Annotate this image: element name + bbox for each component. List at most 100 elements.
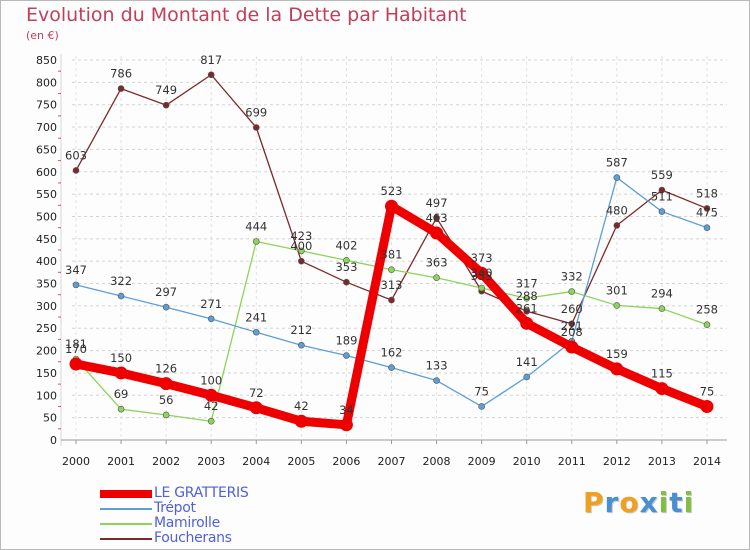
data-label-foucherans: 480 — [606, 203, 628, 217]
data-label-le-gratteris: 373 — [471, 251, 493, 265]
data-point-le-gratteris — [610, 362, 624, 376]
data-label-tr-pot: 141 — [516, 355, 538, 369]
data-label-foucherans: 603 — [65, 148, 87, 162]
data-label-tr-pot: 241 — [245, 310, 267, 324]
data-label-tr-pot: 133 — [426, 359, 448, 373]
data-label-le-gratteris: 75 — [700, 384, 715, 398]
x-tick-label: 2006 — [332, 455, 360, 468]
data-point-le-gratteris — [204, 388, 218, 402]
data-point-le-gratteris — [114, 366, 128, 380]
x-tick-label: 2003 — [197, 455, 225, 468]
x-tick-label: 2007 — [377, 455, 405, 468]
data-point-foucherans — [298, 257, 305, 265]
legend-item: Foucherans — [100, 530, 340, 546]
x-tick-label: 2014 — [693, 455, 721, 468]
data-label-foucherans: 288 — [516, 289, 538, 303]
logo-letter: P — [583, 486, 605, 519]
data-label-tr-pot: 511 — [651, 190, 673, 204]
y-tick-label: 0 — [50, 434, 57, 447]
legend-item: Trépot — [100, 500, 340, 516]
data-label-tr-pot: 475 — [696, 206, 718, 220]
data-point-foucherans — [117, 85, 125, 92]
data-label-tr-pot: 297 — [155, 285, 177, 299]
data-label-mamirolle: 181 — [65, 337, 87, 351]
data-label-le-gratteris: 463 — [426, 211, 448, 225]
data-point-le-gratteris — [249, 401, 263, 415]
data-point-mamirolle — [162, 411, 170, 419]
x-tick-label: 2012 — [603, 455, 631, 468]
y-tick-label: 800 — [36, 76, 57, 89]
data-label-le-gratteris: 159 — [606, 347, 628, 361]
chart-title: Evolution du Montant de la Dette par Hab… — [26, 4, 467, 26]
data-label-foucherans: 518 — [696, 186, 718, 200]
data-point-mamirolle — [568, 288, 576, 295]
legend-label: Mamirolle — [154, 515, 220, 531]
data-label-foucherans: 333 — [471, 269, 493, 283]
data-point-le-gratteris — [384, 199, 398, 213]
legend-swatch — [100, 508, 152, 510]
y-tick-label: 850 — [36, 54, 57, 67]
x-tick-label: 2009 — [468, 455, 496, 468]
data-point-le-gratteris — [430, 226, 444, 240]
data-label-le-gratteris: 100 — [200, 373, 222, 387]
data-label-le-gratteris: 170 — [65, 342, 87, 356]
data-point-foucherans — [433, 214, 440, 222]
data-label-tr-pot: 347 — [65, 263, 87, 277]
data-point-foucherans — [207, 71, 215, 79]
x-tick-label: 2001 — [107, 455, 135, 468]
y-tick-label: 400 — [36, 255, 57, 268]
data-label-foucherans: 817 — [200, 53, 222, 67]
data-point-tr-pot — [298, 341, 305, 349]
data-point-tr-pot — [613, 174, 621, 181]
proxiti-logo: Proxiti — [583, 486, 694, 519]
data-point-foucherans — [252, 124, 260, 131]
data-point-tr-pot — [207, 315, 215, 323]
data-label-foucherans: 260 — [561, 302, 583, 316]
x-tick-label: 2013 — [648, 455, 676, 468]
data-label-foucherans: 353 — [335, 260, 357, 274]
logo-letter: r — [604, 486, 620, 519]
data-point-mamirolle — [207, 417, 215, 425]
y-tick-label: 300 — [36, 300, 57, 313]
data-point-tr-pot — [703, 224, 711, 231]
data-point-le-gratteris — [655, 382, 669, 396]
data-point-foucherans — [162, 101, 170, 109]
data-label-mamirolle: 301 — [606, 283, 628, 297]
x-tick-label: 2010 — [513, 455, 541, 468]
data-label-tr-pot: 162 — [381, 346, 403, 360]
logo-letter: i — [658, 486, 670, 519]
data-point-foucherans — [613, 222, 621, 229]
data-point-foucherans — [703, 205, 711, 212]
x-tick-label: 2002 — [152, 455, 180, 468]
data-point-foucherans — [658, 186, 666, 194]
y-tick-label: 50 — [43, 412, 57, 425]
y-tick-label: 500 — [36, 210, 57, 223]
data-label-mamirolle: 56 — [159, 393, 174, 407]
data-point-foucherans — [388, 296, 395, 304]
data-label-tr-pot: 75 — [474, 384, 489, 398]
data-point-mamirolle — [703, 321, 711, 328]
data-point-tr-pot — [252, 328, 260, 336]
y-tick-label: 450 — [36, 233, 57, 246]
data-label-mamirolle: 423 — [290, 229, 312, 243]
legend-label: Trépot — [154, 500, 196, 516]
data-point-mamirolle — [252, 238, 260, 245]
data-point-mamirolle — [298, 247, 305, 255]
data-point-tr-pot — [343, 352, 350, 359]
data-label-mamirolle: 258 — [696, 303, 718, 317]
logo-letter: t — [669, 486, 684, 519]
legend-swatch — [100, 490, 152, 498]
chart-legend: LE GRATTERIS Trépot Mamirolle Foucherans — [100, 485, 340, 546]
data-label-le-gratteris: 72 — [249, 386, 264, 400]
data-point-le-gratteris — [700, 399, 714, 413]
y-tick-label: 100 — [36, 389, 57, 402]
data-point-mamirolle — [343, 256, 350, 264]
data-point-tr-pot — [117, 292, 125, 300]
logo-letter: o — [619, 486, 640, 519]
data-label-foucherans: 313 — [381, 278, 403, 292]
data-label-le-gratteris: 261 — [516, 301, 538, 315]
data-point-tr-pot — [162, 303, 170, 311]
data-label-tr-pot: 271 — [200, 297, 222, 311]
legend-swatch — [100, 538, 152, 540]
data-label-mamirolle: 402 — [335, 238, 357, 252]
